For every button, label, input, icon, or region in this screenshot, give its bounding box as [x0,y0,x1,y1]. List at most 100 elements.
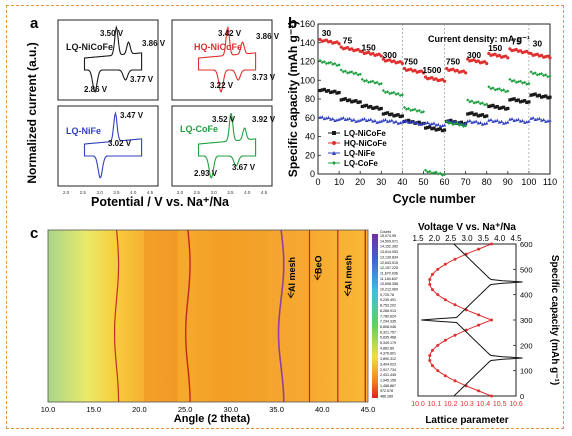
cv-xticks-right: 2.0 2.5 3.0 3.5 4.0 4.5 [177,190,268,195]
rate-point [400,93,404,97]
rate-current-label: 750 [446,56,460,66]
rate-point [371,106,375,110]
rate-point [415,120,419,124]
rate-point [326,61,331,65]
rate-point [527,119,531,123]
arrow-icon [344,287,351,297]
voltage-curve [421,243,523,397]
cv-subplot-frame [57,19,159,101]
lattice-xlabel: Lattice parameter [425,415,508,426]
colorbar-value: 3,404.023 [380,362,396,366]
rate-point [499,106,504,110]
rate-point [535,73,539,77]
lattice-curve [428,243,493,397]
rate-point [470,99,474,103]
rate-point [445,66,449,71]
lattice-point [428,283,432,287]
rate-xtick-label: 110 [543,177,557,187]
rate-point [358,72,362,76]
lattice-point [430,364,434,368]
rate-xtick-label: 70 [461,177,471,187]
rate-point [400,61,404,66]
rate-point [358,118,362,122]
colorbar-value: 8,753.202 [380,304,396,308]
rate-point [516,80,520,84]
rate-point [508,77,512,81]
heatmap-xtick-label: 10.0 [41,405,56,414]
lattice-point [436,293,440,297]
rate-point [489,104,493,108]
rate-point [356,47,360,52]
rate-point [356,100,360,105]
rate-current-label: 30 [322,28,332,38]
colorbar-value: 10,698.358 [380,282,398,286]
colorbar-value: 486.289 [380,395,393,399]
rate-point [394,92,398,96]
rate-point [493,105,497,109]
lattice-point [490,394,493,398]
rate-point [333,62,337,66]
rate-point [367,105,371,109]
rate-point [400,120,404,124]
rate-point [335,40,339,44]
colorbar-value: 6,321.757 [380,330,396,334]
voltage-xtick-label: 3.5 [478,234,490,243]
rate-point [413,68,417,73]
rate-point [318,37,322,42]
panel-label-c: c [30,225,38,242]
heatmap-xtick-label: 25.0 [178,405,193,414]
lattice-xtick-label: 10.6 [509,401,523,408]
rate-point [537,93,542,97]
rate-point [474,119,478,123]
rate-point [535,52,539,56]
rate-point [356,73,360,77]
heatmap-xticks: 10.0 15.0 20.0 25.0 30.0 35.0 40.0 45.0 [41,405,376,414]
lattice-point [477,389,481,393]
rate-point [464,121,468,125]
rate-xtick-label: 60 [440,177,450,187]
rate-point [390,118,394,122]
rate-point [388,91,392,96]
lattice-top-xlabel: Voltage V vs. Na⁺/Na [418,222,516,233]
lattice-ytick-label: 100 [520,367,533,376]
rate-point [324,38,329,42]
rate-point [464,124,468,128]
rate-point [533,71,537,75]
rate-point [407,107,411,111]
cv-subplot-frame [57,105,159,187]
rate-ytick-label: 40 [305,132,315,142]
rate-point [483,114,487,119]
rate-point [430,127,434,131]
rate-ytick-label: 160 [300,19,315,29]
rate-point [531,71,535,76]
rate-point [339,45,343,49]
rate-point [428,169,432,174]
heatmap-frame [47,229,369,403]
heatmap-band [184,229,191,403]
colorbar-value: 14,509.071 [380,239,398,243]
colorbar-value: 6,808.046 [380,325,396,329]
rate-point [337,117,341,121]
rate-point [529,93,533,97]
rate-point [493,52,497,56]
cv-curve [83,111,143,179]
colorbar-value: 5,349.179 [380,341,396,345]
rate-axes: 0 10 20 30 40 50 60 70 80 90 100 110 0 20 40 60 80 100 120… [300,19,557,187]
rate-current-label: 75 [512,37,522,47]
rate-point [339,68,343,72]
rate-point [352,117,356,122]
cv-xtick-label: 2.0 [63,190,70,195]
voltage-xtick-label: 1.5 [412,234,424,243]
rate-point [383,117,388,122]
lattice-point [490,318,493,322]
rate-point [379,82,383,86]
rate-ytick-label: 20 [305,150,315,160]
rate-point [383,111,388,116]
rate-point [438,171,442,175]
rate-point [335,91,339,95]
rate-point [445,119,449,124]
rate-point [510,97,514,101]
rate-point [318,88,322,93]
